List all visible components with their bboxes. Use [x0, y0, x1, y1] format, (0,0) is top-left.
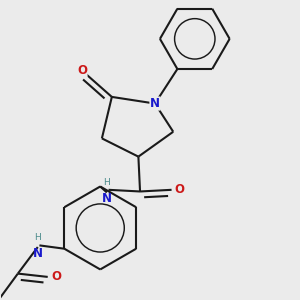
- Text: O: O: [51, 270, 61, 284]
- Text: N: N: [102, 193, 112, 206]
- Text: H: H: [103, 178, 110, 187]
- Text: H: H: [34, 233, 41, 242]
- Text: O: O: [175, 183, 185, 196]
- Text: N: N: [33, 247, 43, 260]
- Text: N: N: [150, 97, 160, 110]
- Text: O: O: [77, 64, 87, 77]
